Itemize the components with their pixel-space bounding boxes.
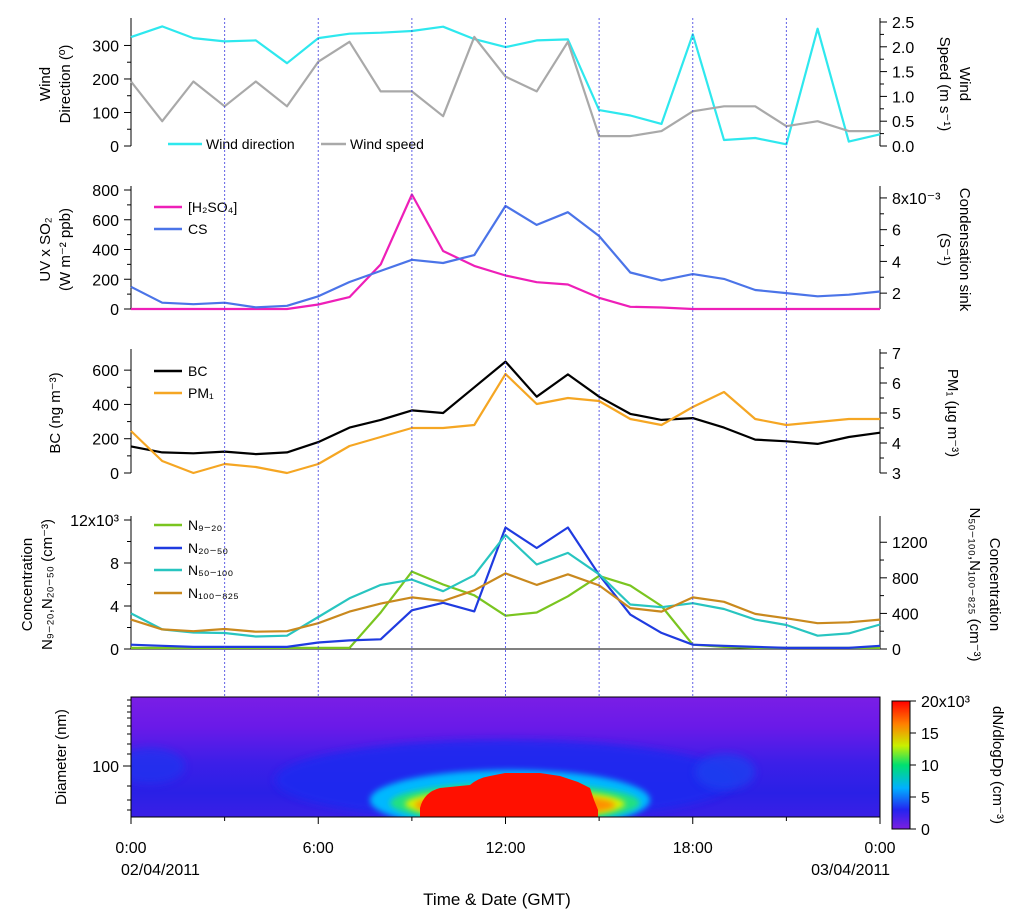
left-tick-label: 100 — [92, 105, 119, 122]
left-tick-label: 200 — [92, 432, 119, 449]
right-tick-label: 0.0 — [892, 139, 914, 156]
right-axis-title: N₅₀₋₁₀₀,N₁₀₀₋₈₂₅ (cm⁻³) — [966, 507, 983, 661]
left-tick-label: 0 — [110, 466, 119, 483]
right-tick-label: 2.0 — [892, 40, 914, 57]
left-axis-title: UV x SO₂ — [37, 217, 54, 281]
series-line-2 — [130, 204, 881, 309]
right-tick-label: 8x10⁻³ — [892, 191, 941, 208]
series-line-2 — [130, 35, 880, 138]
right-tick-label: 0.5 — [892, 114, 914, 131]
left-axis-title: BC (ng m⁻³) — [47, 372, 64, 453]
left-tick-label: 200 — [92, 72, 119, 89]
colorbar-tick-label: 10 — [921, 758, 939, 775]
legend-label: N₉₋₂₀ — [188, 517, 222, 533]
colorbar-scale — [892, 701, 910, 829]
x-tick-label: 12:00 — [485, 840, 525, 857]
colorbar-tick-label: 5 — [921, 790, 930, 807]
right-tick-label: 6 — [892, 376, 901, 393]
right-tick-label: 4 — [892, 436, 901, 453]
right-tick-label: 1200 — [892, 535, 928, 552]
left-tick-label: 8 — [110, 556, 119, 573]
left-tick-label: 400 — [92, 397, 119, 414]
left-axis-title: Concentration — [19, 538, 36, 631]
left-tick-label: 200 — [92, 272, 119, 289]
colorbar-tick-label: 0 — [921, 822, 930, 839]
left-tick-label: 4 — [110, 599, 119, 616]
x-tick-date: 02/04/2011 — [121, 862, 200, 879]
x-tick-label: 18:00 — [673, 840, 713, 857]
x-tick-label: 0:00 — [864, 840, 895, 857]
legend-label: N₂₀₋₅₀ — [188, 540, 228, 556]
heatmap-blue-late — [695, 754, 755, 790]
left-tick-label: 0 — [110, 302, 119, 319]
right-tick-label: 5 — [892, 406, 901, 423]
legend-label: CS — [188, 221, 207, 237]
colorbar: 0 5 10 15 20x10³ dN/dlogDp (cm⁻³) — [891, 694, 1006, 839]
legend-label: PM₁ — [188, 385, 214, 401]
heatmap-red-core — [420, 773, 598, 817]
legend-label: N₅₀₋₁₀₀ — [188, 562, 233, 578]
panel-3: 0 200 400 600 3 4 5 6 7 BC (ng m⁻³) PM₁ (µg m⁻³) BC… — [47, 346, 961, 483]
left-tick-label: 600 — [92, 213, 119, 230]
left-tick-label: 600 — [92, 363, 119, 380]
x-axis-title: Time & Date (GMT) — [423, 890, 571, 909]
right-tick-label: 400 — [892, 606, 919, 623]
left-tick-label: 400 — [92, 243, 119, 260]
right-tick-label: 3 — [892, 466, 901, 483]
colorbar-title: dN/dlogDp (cm⁻³) — [989, 706, 1006, 824]
size-distribution-heatmap: 100 Diameter (nm) — [53, 696, 881, 818]
right-axis-title: PM₁ (µg m⁻³) — [944, 369, 961, 457]
right-tick-label: 0 — [892, 642, 901, 659]
x-tick-label: 0:00 — [115, 840, 146, 857]
series-line-1 — [130, 360, 881, 456]
right-axis-title: (S⁻¹) — [936, 233, 953, 266]
right-axis-title: Speed (m s⁻¹) — [936, 37, 953, 132]
right-tick-label: 4 — [892, 254, 901, 271]
legend-label: Wind direction — [206, 136, 295, 152]
right-tick-label: 7 — [892, 346, 901, 363]
right-tick-label: 2.5 — [892, 15, 914, 32]
left-tick-label: 12x10³ — [70, 513, 120, 530]
x-tick-date: 03/04/2011 — [811, 862, 890, 879]
left-axis-title: Wind — [37, 67, 54, 101]
colorbar-tick-label: 15 — [921, 726, 939, 743]
legend-label: Wind speed — [350, 136, 424, 152]
right-tick-label: 800 — [892, 571, 919, 588]
left-axis-title: N₉₋₂₀,N₂₀₋₅₀ (cm⁻³) — [39, 519, 56, 650]
vertical-guide-lines — [224, 18, 787, 697]
heatmap-blue-early — [131, 748, 185, 784]
heatmap-tick-label: 100 — [92, 759, 119, 776]
right-axis-title: Concentration — [986, 538, 1003, 631]
right-axis-title: Condensation sink — [956, 188, 973, 312]
left-tick-label: 0 — [110, 642, 119, 659]
series-line-4 — [130, 572, 881, 633]
left-axis-title: Direction (º) — [57, 45, 74, 124]
x-tick-label: 6:00 — [303, 840, 334, 857]
legend-label: BC — [188, 363, 207, 379]
colorbar-tick-label: 20x10³ — [921, 694, 971, 711]
heatmap-axis-title: Diameter (nm) — [53, 709, 70, 805]
right-tick-label: 6 — [892, 223, 901, 240]
left-axis-title: (W m⁻² ppb) — [57, 208, 74, 291]
left-tick-label: 300 — [92, 38, 119, 55]
left-tick-label: 800 — [92, 183, 119, 200]
right-tick-label: 1.0 — [892, 89, 914, 106]
right-tick-label: 2 — [892, 286, 901, 303]
time-axis: 0:00 02/04/2011 6:00 12:00 18:00 0:00 03/04/20… — [115, 816, 896, 909]
right-tick-label: 1.5 — [892, 65, 914, 82]
legend-label: N₁₀₀₋₈₂₅ — [188, 585, 239, 601]
legend-label: [H₂SO₄] — [188, 199, 237, 215]
left-tick-label: 0 — [110, 139, 119, 156]
right-axis-title: Wind — [956, 67, 973, 101]
